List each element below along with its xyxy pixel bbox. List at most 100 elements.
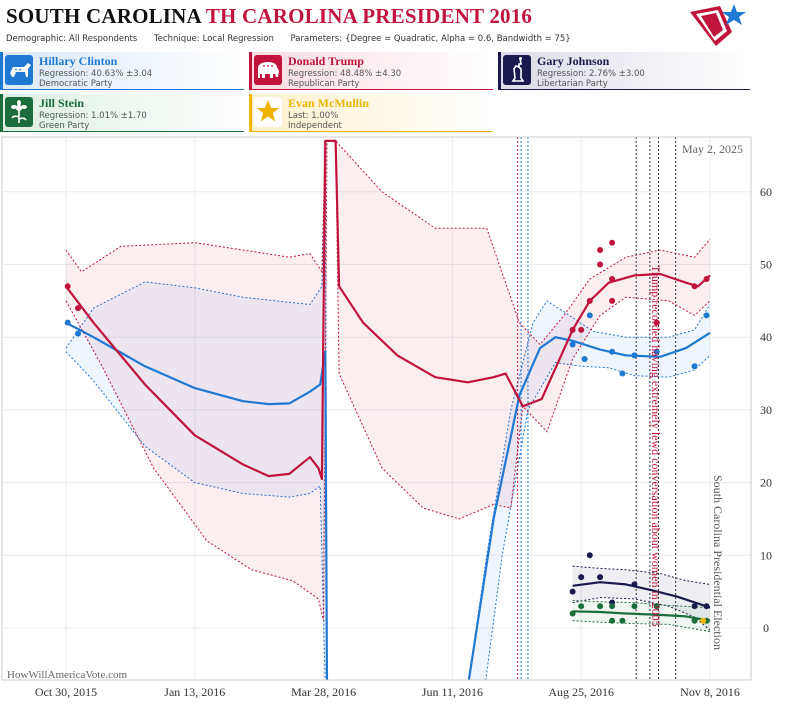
y-tick-label: 30 [760,403,772,417]
candidate-name: Donald Trump [288,54,364,68]
candidate-party: Green Party [39,121,90,131]
candidate-regression: Regression: 48.48% ±4.30 [288,69,402,79]
title-state: SOUTH CAROLINA [6,4,201,28]
confidence-band [66,155,710,680]
poll-point [597,261,604,268]
star-icon [254,97,282,127]
confidence-band [66,140,710,621]
band-upper-line [572,599,711,609]
band-lower-line [65,351,711,680]
candidate-regression: Regression: 40.63% ±3.04 [39,69,153,79]
candidate-card-mcmullin[interactable]: Evan McMullin Last: 1.00% Independent [249,94,493,132]
poll-point [609,297,616,304]
poll-point [703,603,710,610]
watermark: HowWillAmericaVote.com [7,669,127,681]
y-axis: 0 10 20 30 40 50 60 [760,185,772,635]
poll-point [631,352,638,359]
elephant-icon [254,55,282,85]
donkey-icon [5,55,33,85]
grid [2,137,751,680]
x-tick-label: Nov 8, 2016 [680,685,740,699]
page-title: SOUTH CAROLINA TH CAROLINA PRESIDENT 201… [6,4,532,29]
x-tick-label: Oct 30, 2015 [35,685,97,699]
poll-point [586,552,593,559]
candidate-name: Evan McMullin [288,96,370,110]
poll-point [569,341,576,348]
election-annotation: South Carolina Presidential Election [711,475,725,650]
candidate-card-clinton[interactable]: Hillary Clinton Regression: 40.63% ±3.04… [0,52,244,90]
parameters-value[interactable]: {Degree = Quadratic, Alpha = 0.6, Bandwi… [345,34,571,44]
poll-point [569,610,576,617]
band-upper-line [65,140,711,346]
poll-point [691,603,698,610]
technique-label: Technique: [153,34,200,44]
candidate-party: Republican Party [288,79,360,89]
poll-point [691,363,698,370]
candidate-regression: Regression: 2.76% ±3.00 [537,69,645,79]
band-lower-line [572,620,711,633]
poll-point [75,330,82,337]
regression-line [572,610,711,622]
poll-point [653,348,660,355]
x-tick-label: Mar 28, 2016 [291,685,356,699]
candidate-name: Hillary Clinton [39,54,118,68]
poll-point [703,276,710,283]
poll-point [653,319,660,326]
x-tick-label: Jan 13, 2016 [164,685,225,699]
poll-point [619,370,626,377]
poll-point [581,356,588,363]
y-tick-label: 0 [763,621,769,635]
candidate-card-trump[interactable]: Donald Trump Regression: 48.48% ±4.30 Re… [249,52,493,90]
x-tick-label: Jun 11, 2016 [422,685,483,699]
plot-frame [1,136,752,681]
poll-point [653,603,660,610]
flower-icon [5,97,33,127]
header: SOUTH CAROLINA TH CAROLINA PRESIDENT 201… [0,0,789,48]
y-tick-label: 10 [760,548,772,562]
poll-point [609,617,616,624]
x-tick-label: Aug 25, 2016 [548,685,614,699]
poll-point [578,603,585,610]
technique-value[interactable]: Local Regression [202,34,274,44]
candidate-card-johnson[interactable]: Gary Johnson Regression: 2.76% ±3.00 Lib… [498,52,750,90]
poll-point [578,574,585,581]
candidate-party: Democratic Party [39,79,113,89]
candidate-regression: Last: 1.00% [288,111,339,121]
flag-logo-icon[interactable] [686,2,752,48]
poll-point [631,603,638,610]
demographic-value[interactable]: All Respondents [69,34,138,44]
poll-point [75,305,82,312]
parameters-label: Parameters: [290,34,343,44]
event-annotation: Trump recorded having extremely lewd con… [649,265,663,627]
poll-point [569,326,576,333]
candidate-name: Gary Johnson [537,54,610,68]
date-label: May 2, 2025 [682,142,743,156]
poll-point [619,617,626,624]
poll-points [64,239,710,624]
regression-line [65,139,711,481]
y-tick-label: 40 [760,330,772,344]
candidate-card-stein[interactable]: Jill Stein Regression: 1.01% ±1.70 Green… [0,94,244,132]
demographic-label: Demographic: [6,34,67,44]
poll-point [609,348,616,355]
poll-point [597,574,604,581]
band-upper-line [65,155,711,680]
parameters-line: Demographic: All Respondents Technique: Lo… [6,34,585,44]
poll-point [691,283,698,290]
poll-point [609,276,616,283]
poll-point [609,239,616,246]
x-axis: Oct 30, 2015 Jan 13, 2016 Mar 28, 2016 Jun … [35,685,740,699]
poll-point [609,603,616,610]
title-race: TH CAROLINA PRESIDENT 2016 [205,4,533,28]
poll-point [700,617,707,624]
poll-point [703,312,710,319]
y-tick-label: 20 [760,476,772,490]
annotations: Trump recorded having extremely lewd con… [649,265,725,650]
statue-of-liberty-icon [503,55,531,85]
regression-line [572,581,711,609]
poll-point [569,588,576,595]
poll-point [578,326,585,333]
candidate-legend: Hillary Clinton Regression: 40.63% ±3.04… [0,52,789,134]
confidence-bands [65,140,711,680]
poll-chart[interactable]: 0 10 20 30 40 50 60 Oct 30, 2015 Jan 13, 2016 Ma… [0,134,789,704]
